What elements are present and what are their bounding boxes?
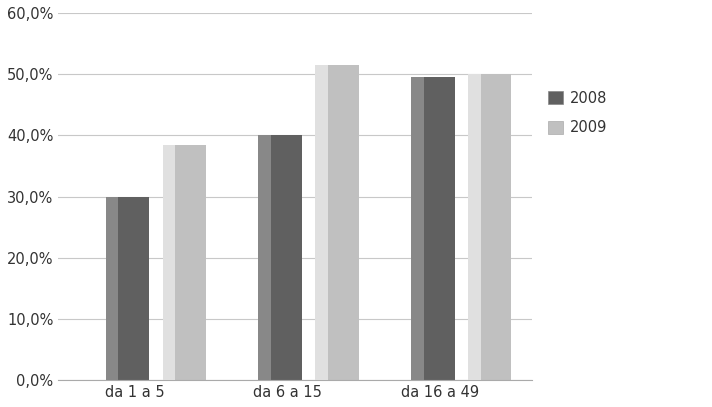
Bar: [468, 74, 481, 380]
Bar: [258, 136, 302, 380]
Bar: [162, 144, 206, 380]
Bar: [258, 136, 271, 380]
Legend: 2008, 2009: 2008, 2009: [544, 86, 612, 140]
Bar: [162, 144, 175, 380]
Bar: [411, 77, 424, 380]
Bar: [105, 197, 118, 380]
Bar: [105, 197, 150, 380]
Bar: [468, 74, 511, 380]
Bar: [315, 65, 328, 380]
Bar: [411, 77, 454, 380]
Bar: [315, 65, 359, 380]
